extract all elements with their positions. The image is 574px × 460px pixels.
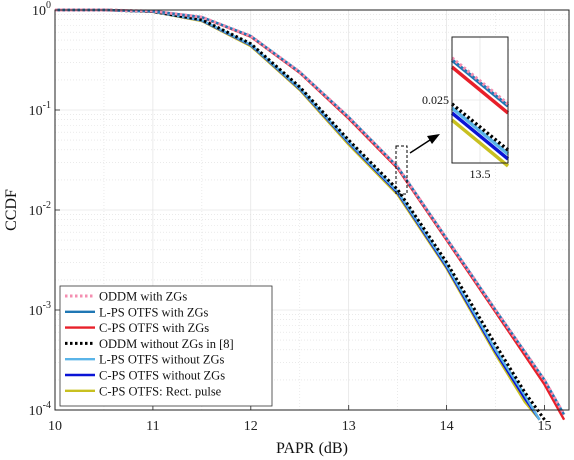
legend-entry: C-PS OTFS without ZGs [99,369,225,383]
legend-entry: C-PS OTFS with ZGs [99,321,209,335]
x-axis-label: PAPR (dB) [276,440,348,457]
inset-y-tick: 0.025 [422,93,449,107]
y-tick-label: 10-2 [29,200,51,219]
inset-series-line [450,106,510,156]
legend-box [59,285,273,407]
y-axis-label: CCDF [3,189,20,231]
y-tick-label: 10-3 [29,300,51,319]
legend-entry: ODDM without ZGs in [8] [99,337,234,351]
zoom-arrow-head [427,134,440,144]
inset-series-line [450,56,510,106]
series-line [55,8,546,421]
y-tick-label: 100 [32,0,51,19]
inset-series-line [450,102,510,152]
x-tick-label: 11 [146,419,159,434]
y-tick-label: 10-1 [29,100,51,119]
x-tick-label: 10 [48,419,62,434]
plot-area [55,8,566,421]
axis-ticks: 10 11 12 13 14 15 100 10-1 10-2 10-3 10-4 [29,0,552,434]
y-tick-label: 10-4 [29,400,51,419]
x-tick-label: 12 [244,419,258,434]
inset-x-tick: 13.5 [470,167,491,181]
x-tick-label: 15 [538,419,552,434]
legend-entry: L-PS OTFS with ZGs [99,305,209,319]
zoom-arrow-line [409,139,431,154]
inset-series-line [450,65,510,115]
inset-zoom: 0.025 13.5 [422,36,510,181]
zoom-region-box [395,145,408,195]
x-tick-label: 13 [342,419,356,434]
legend-entry: C-PS OTFS: Rect. pulse [99,384,222,398]
legend-entry: ODDM with ZGs [99,290,187,304]
series-line [55,8,566,416]
legend-entry: L-PS OTFS without ZGs [99,353,225,367]
inset-series-line [450,118,510,168]
x-tick-label: 14 [440,419,454,434]
inset-series-line [450,111,510,161]
